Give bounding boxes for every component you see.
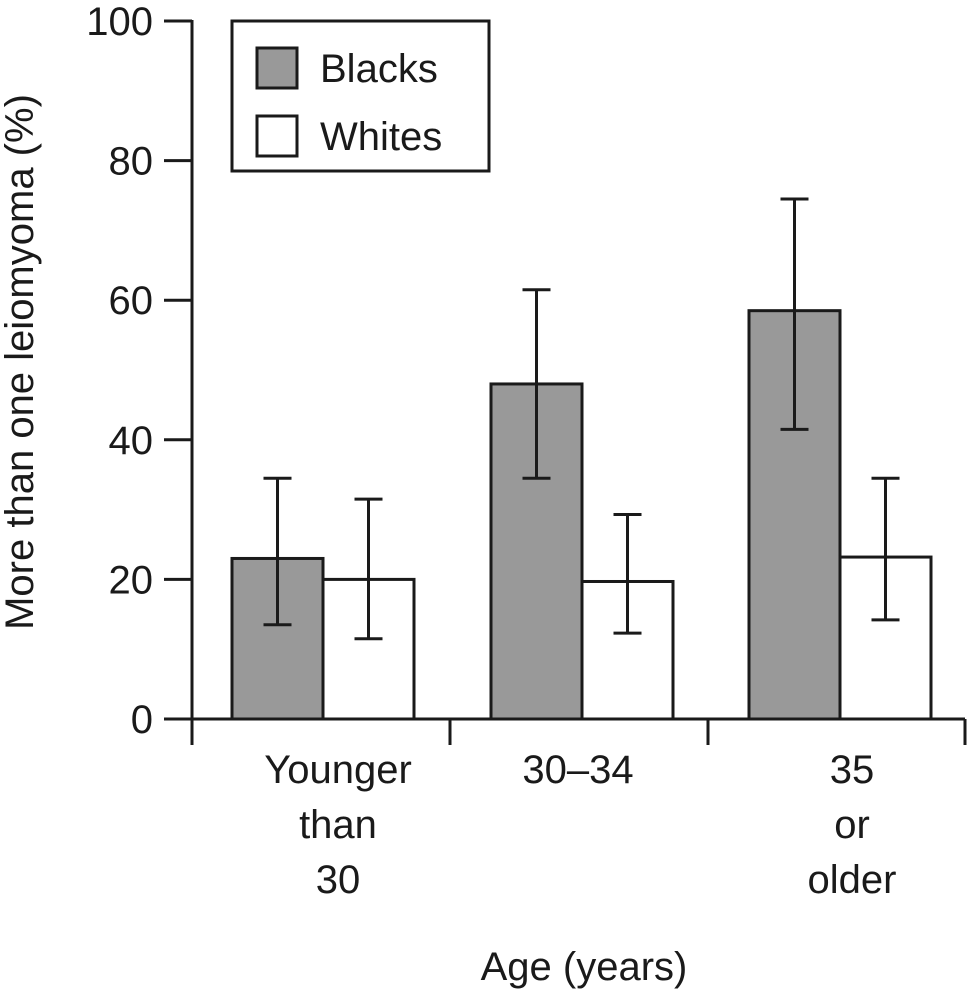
legend: Blacks Whites xyxy=(230,19,491,173)
y-tick-label: 20 xyxy=(109,558,154,602)
y-axis-title: More than one leiomyoma (%) xyxy=(0,94,42,630)
category-label: older xyxy=(808,858,897,902)
category-label: than xyxy=(299,803,377,847)
y-tick-label: 100 xyxy=(86,0,153,44)
category-label: or xyxy=(834,803,870,847)
category-label: 35 xyxy=(830,748,875,792)
category-label: Younger xyxy=(264,748,412,792)
legend-label-blacks: Blacks xyxy=(320,47,438,91)
category-label: 30 xyxy=(316,858,361,902)
y-tick-label: 40 xyxy=(109,419,154,463)
y-tick-label: 60 xyxy=(109,279,154,323)
legend-label-whites: Whites xyxy=(320,115,442,159)
category-label: 30–34 xyxy=(522,748,633,792)
y-tick-label: 0 xyxy=(131,698,153,742)
y-tick-label: 80 xyxy=(109,140,154,184)
legend-swatch-whites xyxy=(255,114,299,158)
labels-layer: 0 20 40 60 80 100 Younger than 30 30–34 35 or older A… xyxy=(0,0,896,989)
bars-layer xyxy=(230,197,933,721)
legend-swatch-blacks xyxy=(255,46,299,90)
x-axis-title: Age (years) xyxy=(481,945,688,989)
axes-layer xyxy=(164,19,967,745)
